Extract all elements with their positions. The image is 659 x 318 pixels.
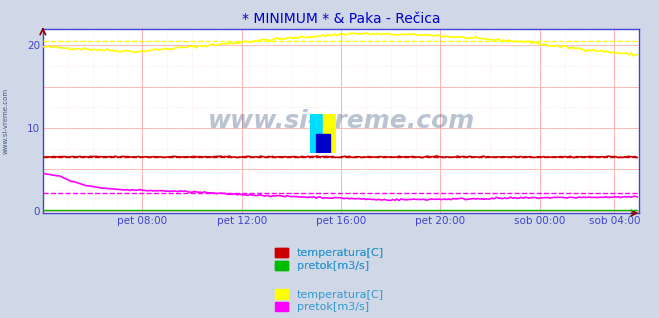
Bar [310, 114, 323, 153]
Title: * MINIMUM * & Paka - Rečica: * MINIMUM * & Paka - Rečica [242, 12, 440, 26]
Bar [323, 114, 336, 153]
Legend: temperatura[C], pretok[m3/s]: temperatura[C], pretok[m3/s] [275, 289, 384, 313]
Bar [316, 134, 330, 153]
Text: www.si-vreme.com: www.si-vreme.com [208, 109, 474, 133]
Text: www.si-vreme.com: www.si-vreme.com [2, 88, 9, 154]
Legend: temperatura[C], pretok[m3/s]: temperatura[C], pretok[m3/s] [275, 248, 384, 271]
